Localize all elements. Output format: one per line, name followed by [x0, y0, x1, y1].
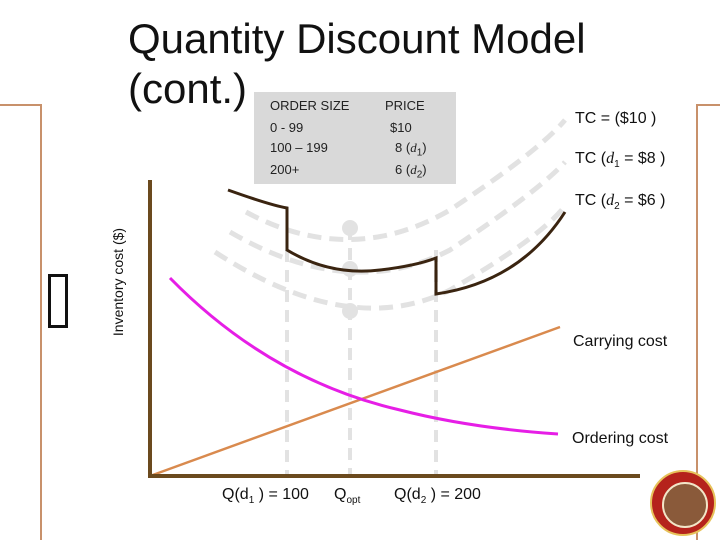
q-d2-label: Q(d2 ) = 200: [394, 486, 481, 507]
tc-10-label: TC = ($10 ): [575, 110, 657, 127]
university-seal-icon: [650, 470, 716, 536]
left-accent-bar: [40, 104, 42, 540]
tc-d1-label: TC (d1 = $8 ): [575, 150, 666, 171]
table-row-size: 100 – 199: [270, 140, 328, 155]
tc-d2-label: TC (d2 = $6 ): [575, 192, 666, 213]
tc-d1-min-point: [342, 261, 358, 277]
tc-d2-dashed-curve: [213, 204, 567, 311]
table-row-price: 6 (d2): [395, 162, 427, 181]
table-row-price: $10: [390, 120, 412, 135]
carrying-cost-label: Carrying cost: [573, 333, 668, 350]
tc-10-min-point: [342, 220, 358, 236]
y-axis-label: Inventory cost ($): [110, 227, 126, 337]
tc-d1-dashed-curve: [228, 160, 567, 275]
total-cost-step-curve: [227, 188, 567, 296]
slide-title-line2: (cont.): [128, 65, 248, 112]
table-header-price: PRICE: [385, 98, 425, 113]
table-header-order-size: ORDER SIZE: [270, 98, 350, 113]
q-d1-label: Q(d1 ) = 100: [222, 486, 309, 507]
slide-title: Quantity Discount Model (cont.): [128, 14, 586, 114]
slide-marker-box: [48, 274, 68, 328]
q-opt-label: Qopt: [334, 486, 361, 507]
price-table: [254, 92, 456, 184]
right-accent-bar: [696, 104, 698, 540]
carrying-cost-line: [149, 325, 561, 478]
tc-d2-min-point: [342, 303, 358, 319]
table-row-size: 0 - 99: [270, 120, 304, 135]
ordering-cost-label: Ordering cost: [572, 430, 669, 447]
slide-title-line1: Quantity Discount Model: [128, 15, 586, 62]
top-left-rule: [0, 104, 40, 106]
table-row-price: 8 (d1): [395, 140, 427, 159]
table-row-size: 200+: [270, 162, 300, 177]
ordering-cost-curve: [168, 276, 559, 436]
top-right-rule: [696, 104, 720, 106]
